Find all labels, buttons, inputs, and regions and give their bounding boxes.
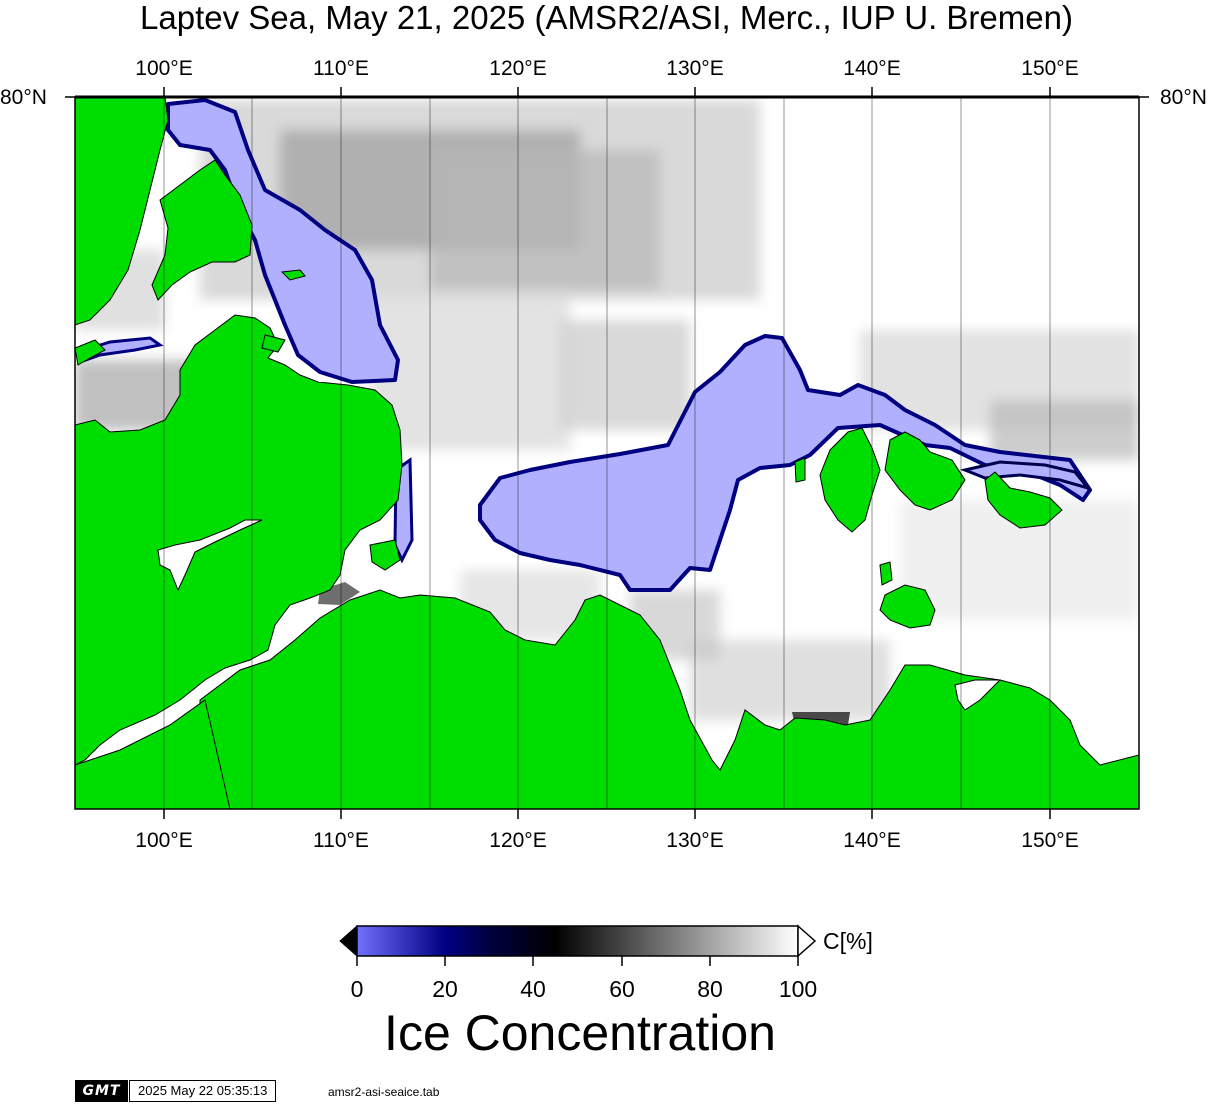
colorbar-low-triangle	[339, 924, 358, 958]
colorbar-tick-label: 20	[432, 976, 458, 1002]
colorbar-tick-label: 0	[350, 976, 364, 1002]
lon-label-bottom: 110°E	[313, 829, 369, 852]
lon-label-top: 100°E	[135, 57, 193, 80]
colorbar-tick-label: 60	[609, 976, 635, 1002]
colorbar-unit: C[%]	[823, 928, 873, 954]
lon-label-top: 120°E	[489, 57, 547, 80]
map-title: Laptev Sea, May 21, 2025 (AMSR2/ASI, Mer…	[140, 0, 1073, 36]
lon-label-bottom: 150°E	[1021, 829, 1079, 852]
source-filename: amsr2-asi-seaice.tab	[328, 1085, 440, 1099]
lon-label-top: 140°E	[843, 57, 901, 80]
lon-label-top: 130°E	[666, 57, 724, 80]
colorbar-bar	[356, 925, 799, 957]
colorbar-tick-label: 80	[697, 976, 723, 1002]
colorbar-tick-label: 100	[778, 976, 818, 1002]
frame-ticks	[65, 87, 1149, 819]
colorbar-tick-label: 40	[520, 976, 546, 1002]
lon-label-top: 150°E	[1021, 57, 1079, 80]
colorbar-high-triangle	[797, 924, 817, 958]
colorbar-title: Ice Concentration	[384, 1005, 776, 1061]
gmt-logo: GMT	[75, 1080, 128, 1102]
lon-label-top: 110°E	[313, 57, 369, 80]
lat-label-left: 80°N	[0, 86, 47, 109]
lon-label-bottom: 100°E	[135, 829, 193, 852]
colorbar	[339, 924, 817, 966]
lat-label-right: 80°N	[1160, 86, 1207, 109]
land-inlets	[157, 519, 1002, 711]
meridian-gridlines	[163, 97, 1051, 809]
lon-label-bottom: 120°E	[489, 829, 547, 852]
lon-label-bottom: 140°E	[843, 829, 901, 852]
colorbar-ticks	[356, 956, 799, 966]
timestamp: 2025 May 22 05:35:13	[129, 1080, 277, 1102]
lon-label-bottom: 130°E	[666, 829, 724, 852]
land-masses	[75, 97, 1139, 809]
